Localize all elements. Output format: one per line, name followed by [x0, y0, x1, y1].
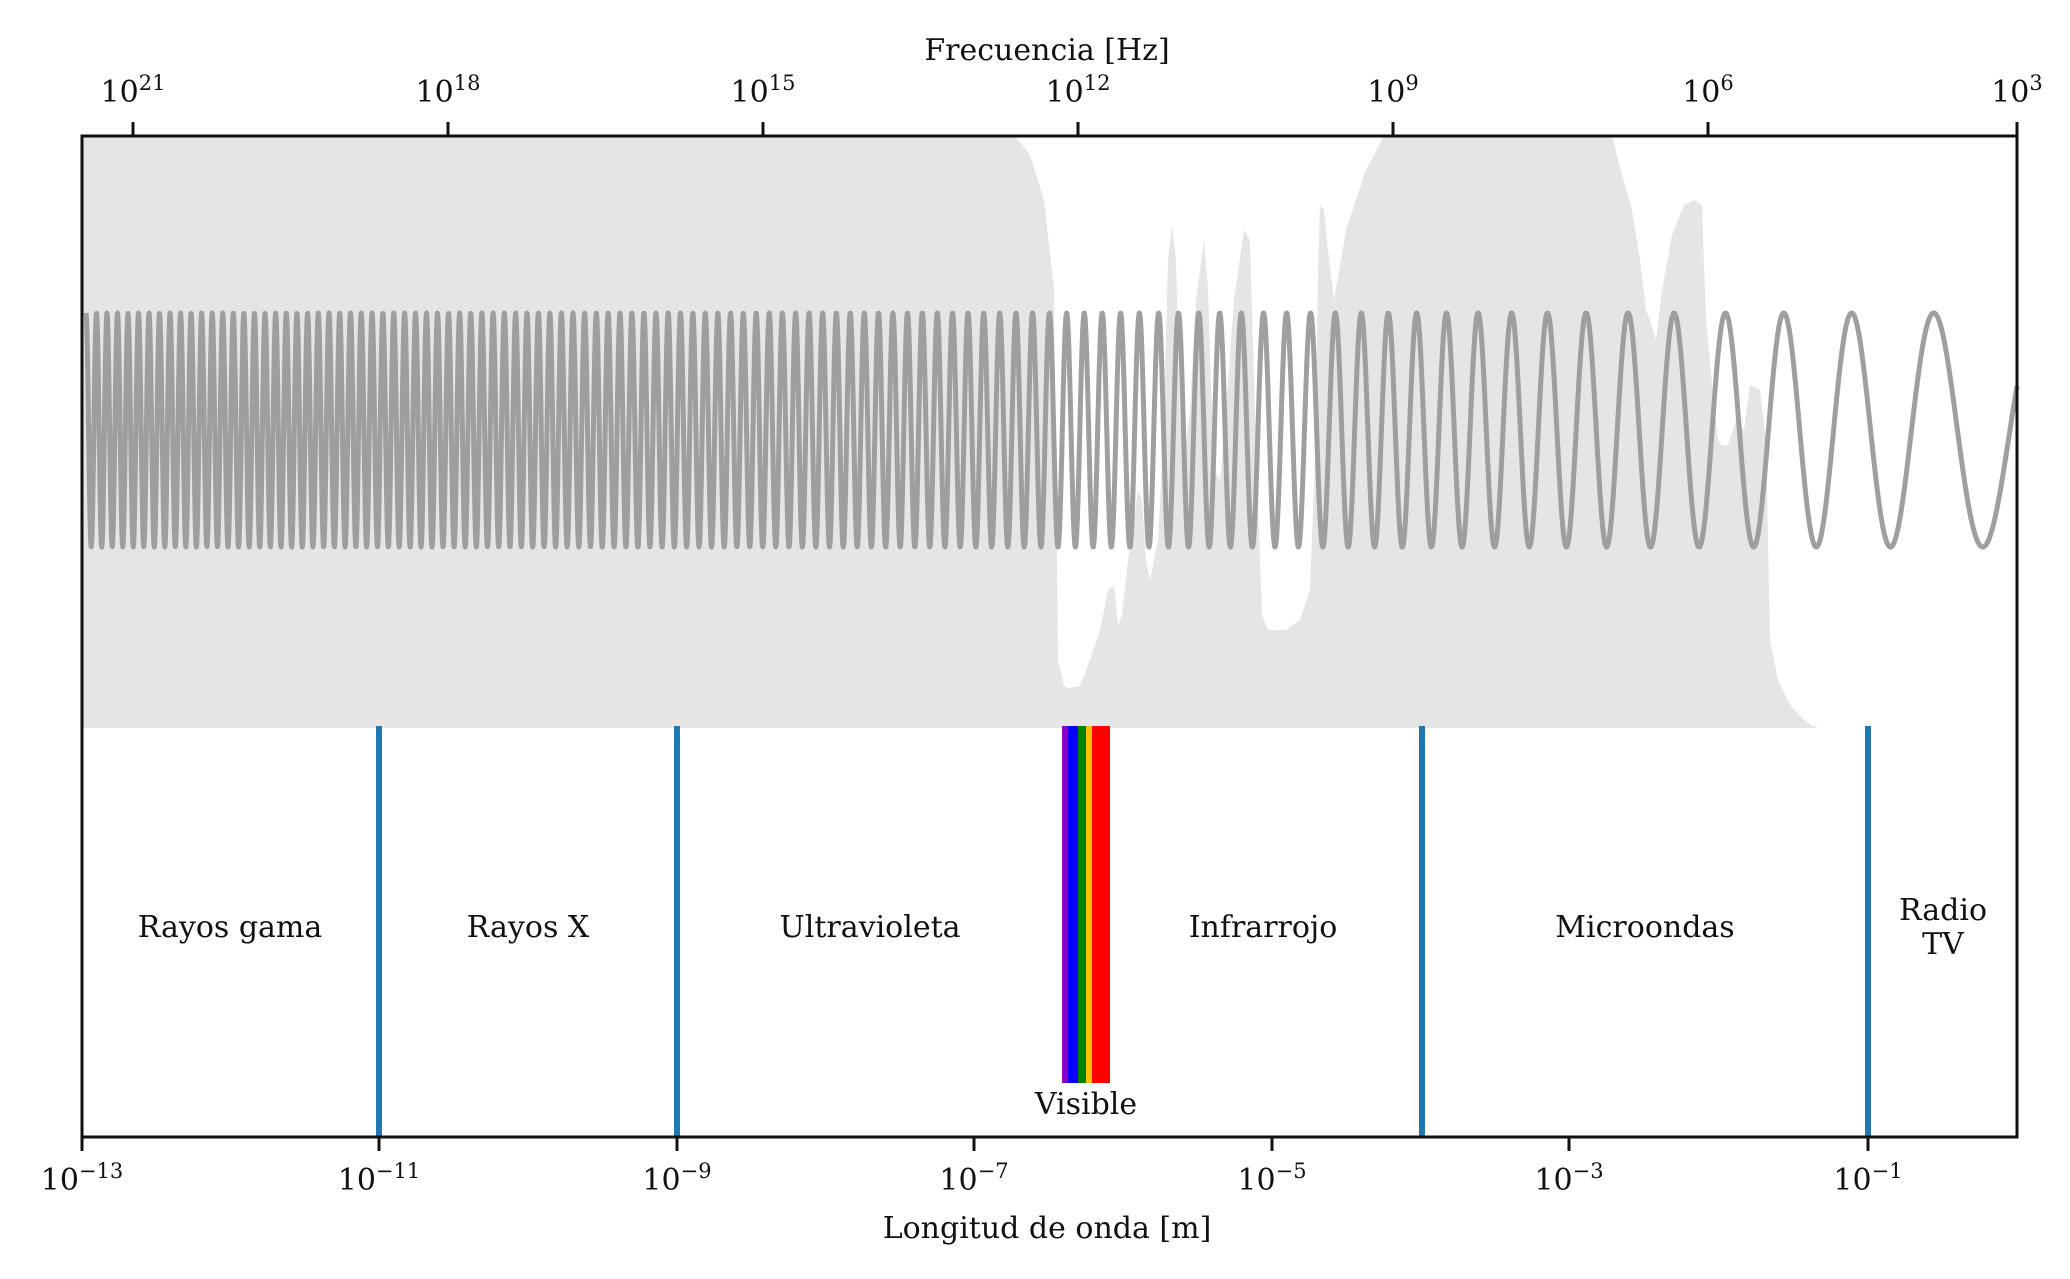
top-tick-label: 1015 — [731, 71, 796, 110]
band-label: Infrarrojo — [1189, 910, 1338, 945]
band-label: Microondas — [1555, 910, 1734, 945]
bottom-tick-label: 10−7 — [939, 1159, 1008, 1198]
visible-red-band — [1092, 726, 1110, 1083]
bottom-tick-label: 10−13 — [41, 1159, 124, 1198]
bottom-tick-label: 10−3 — [1534, 1159, 1603, 1198]
bottom-tick-label: 10−5 — [1237, 1159, 1306, 1198]
region-dividers — [376, 726, 1871, 1137]
band-labels: Rayos gama Rayos X Ultravioleta Infrarrojo M… — [138, 893, 1987, 962]
visible-yellow-band — [1086, 726, 1092, 1083]
bottom-tick-label: 10−11 — [338, 1159, 421, 1198]
band-label: Ultravioleta — [779, 910, 960, 945]
plot-frame — [80, 134, 2019, 1139]
band-label: Rayos gama — [138, 910, 323, 945]
wave-line — [83, 310, 2020, 550]
band-label: Radio TV — [1899, 893, 1987, 962]
visible-green-band — [1078, 726, 1086, 1083]
band-label: Rayos X — [467, 910, 590, 945]
bottom-tick-label: 10−1 — [1833, 1159, 1902, 1198]
visible-spectrum-strip — [1062, 726, 1110, 1083]
top-axis-title: Frecuencia [Hz] — [924, 33, 1169, 68]
bottom-tick-label: 10−9 — [642, 1159, 711, 1198]
top-tick-label: 1012 — [1046, 71, 1111, 110]
top-tick-label: 1021 — [101, 71, 166, 110]
top-tick-label: 1018 — [416, 71, 481, 110]
top-axis-ticks: 1021 1018 1015 1012 109 106 103 — [101, 71, 2043, 136]
visible-violet-band — [1062, 726, 1068, 1083]
bottom-axis-ticks: 10−13 10−11 10−9 10−7 10−5 10−3 10−1 — [41, 1137, 1903, 1198]
visible-blue-band — [1068, 726, 1078, 1083]
wave-illustration — [83, 310, 2020, 550]
top-tick-label: 103 — [1991, 71, 2043, 110]
top-tick-label: 106 — [1682, 71, 1734, 110]
top-tick-label: 109 — [1367, 71, 1419, 110]
bottom-axis-title: Longitud de onda [m] — [883, 1211, 1212, 1246]
visible-label: Visible — [1034, 1087, 1137, 1122]
